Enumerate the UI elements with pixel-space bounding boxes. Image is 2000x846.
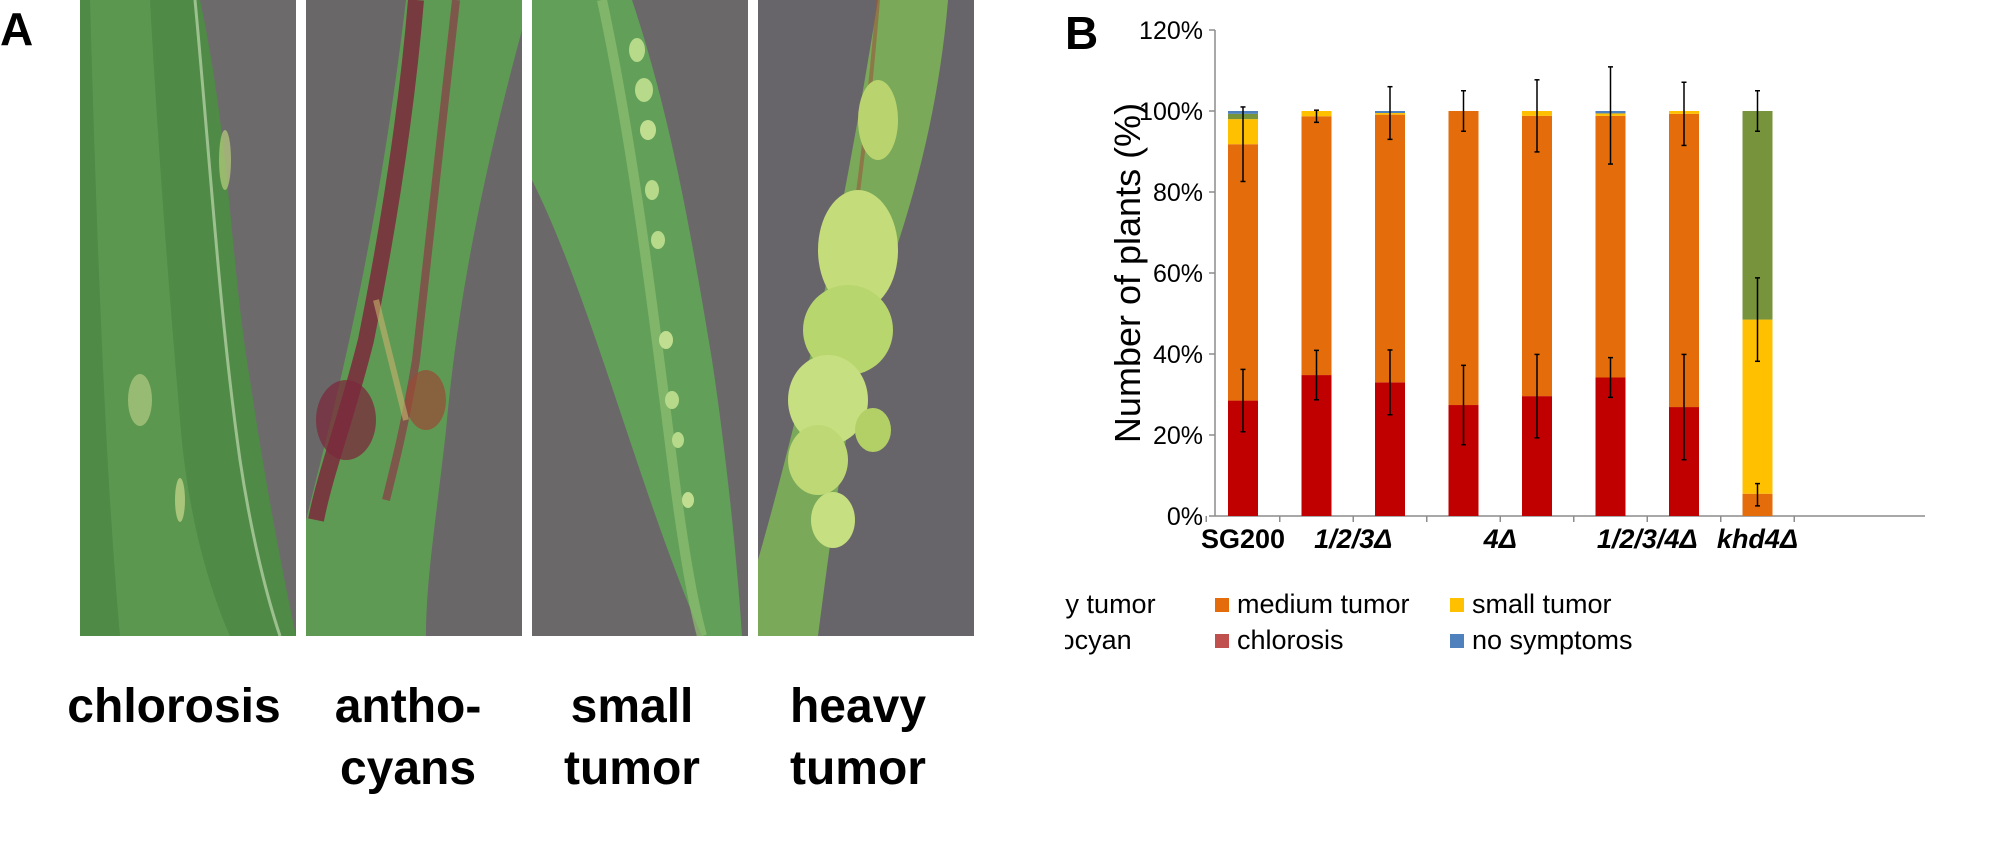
legend-swatch <box>1450 598 1464 612</box>
caption-line: chlorosis <box>67 680 281 733</box>
y-axis-label: Number of plants (%) <box>1107 103 1148 443</box>
legend-label: no symptoms <box>1472 625 1633 655</box>
x-group-label: 4Δ <box>1483 524 1517 554</box>
legend-swatch <box>1450 634 1464 648</box>
x-group-label: SG200 <box>1201 524 1285 554</box>
x-group-label: 1/2/3/4Δ <box>1597 524 1698 554</box>
leaf-chlorosis-illustration <box>80 0 296 636</box>
leaf-anthocyans-illustration <box>306 0 522 636</box>
legend-label: chlorosis <box>1237 625 1344 655</box>
bar-segment-heavy-tumor <box>1595 377 1626 516</box>
legend-swatch <box>1215 634 1229 648</box>
y-tick-label: 40% <box>1153 341 1203 369</box>
caption-line: small <box>570 680 694 733</box>
leaf-photo-chlorosis <box>80 0 296 636</box>
legend-label: anthocyan <box>1065 625 1132 655</box>
y-tick-label: 60% <box>1153 260 1203 288</box>
leaf-photo-anthocyans <box>306 0 522 636</box>
leaf-photo-heavy-tumor <box>758 0 974 636</box>
caption-chlorosis: chlorosis <box>54 676 294 738</box>
legend-label: medium tumor <box>1237 589 1410 619</box>
chart-svg: 0% 20% 40% 60% 80% 100% 120% Number of plants (… <box>1065 17 1925 655</box>
legend-label: small tumor <box>1472 589 1612 619</box>
bar-segment-medium-tumor <box>1522 115 1552 397</box>
bar-segment-medium-tumor <box>1448 111 1479 406</box>
caption-line: cyans <box>339 742 477 795</box>
y-tick-label: 120% <box>1139 17 1203 45</box>
bar-segment-medium-tumor <box>1228 144 1258 401</box>
legend-label: heavy tumor <box>1065 589 1156 619</box>
x-group-label: khd4Δ <box>1717 524 1798 554</box>
leaf-photo-small-tumor <box>532 0 748 636</box>
y-tick-label: 100% <box>1139 98 1203 126</box>
bar-segment-medium-tumor <box>1375 114 1405 383</box>
leaf-heavy-tumor-illustration <box>758 0 974 636</box>
caption-line: tumor <box>790 742 926 795</box>
bar-segment-medium-tumor <box>1301 116 1332 376</box>
panel-a-letter: A <box>0 3 34 55</box>
caption-small-tumor: small tumor <box>512 676 752 800</box>
x-group-label: 1/2/3Δ <box>1314 524 1392 554</box>
caption-line: tumor <box>564 742 700 795</box>
caption-line: heavy <box>789 680 927 733</box>
caption-anthocyans: antho- cyans <box>288 676 528 800</box>
y-tick-label: 0% <box>1167 503 1203 531</box>
caption-heavy-tumor: heavy tumor <box>738 676 978 800</box>
stacked-bar-chart: 0% 20% 40% 60% 80% 100% 120% Number of plants (… <box>1065 0 2000 846</box>
y-tick-label: 20% <box>1153 422 1203 450</box>
panel-b-letter: B <box>1065 7 1099 59</box>
y-tick-label: 80% <box>1153 179 1203 207</box>
caption-line: antho- <box>334 680 482 733</box>
legend-swatch <box>1215 598 1229 612</box>
leaf-small-tumor-illustration <box>532 0 748 636</box>
